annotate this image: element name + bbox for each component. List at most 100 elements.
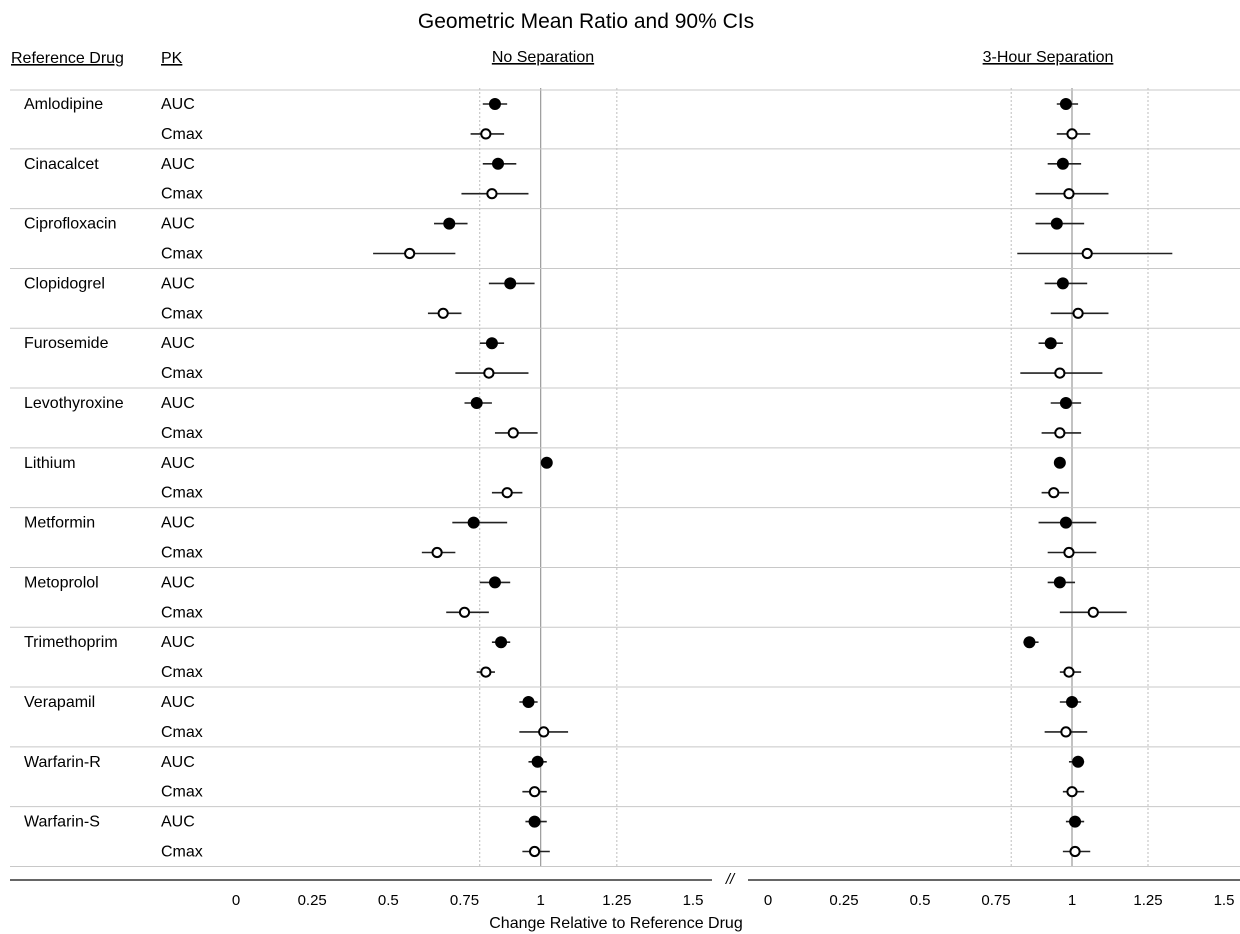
point-cmax — [1063, 188, 1075, 200]
point-auc — [488, 576, 501, 589]
x-axis: // 0 0.25 0.5 0.75 1 1.25 1.5 0 0.25 0.5 0.75 1 1.25 1… — [10, 871, 1240, 909]
pk-label: AUC — [161, 694, 195, 711]
point-auc — [488, 98, 501, 110]
point-auc — [467, 516, 480, 529]
pk-label: AUC — [161, 156, 195, 173]
pk-label: AUC — [161, 754, 195, 771]
point-auc — [495, 636, 508, 649]
pk-label: Cmax — [161, 246, 203, 263]
pk-label: Cmax — [161, 604, 203, 621]
point-auc — [1023, 636, 1036, 649]
point-auc — [1056, 157, 1069, 170]
point-cmax — [1063, 666, 1075, 678]
point-cmax — [480, 666, 492, 678]
point-cmax — [1063, 546, 1075, 559]
point-auc — [1059, 98, 1072, 110]
pk-label: AUC — [161, 395, 195, 412]
pk-label: AUC — [161, 814, 195, 831]
pk-label: AUC — [161, 515, 195, 532]
x-tick-label: 0.25 — [298, 892, 327, 909]
drug-label: Amlodipine — [24, 96, 103, 113]
point-cmax — [1069, 845, 1081, 858]
header-pk: PK — [161, 50, 183, 67]
drug-label: Metformin — [24, 515, 95, 532]
pk-label: AUC — [161, 216, 195, 233]
pk-label: Cmax — [161, 365, 203, 382]
point-cmax — [1066, 128, 1078, 140]
point-auc — [1053, 456, 1066, 469]
x-tick-label: 1.5 — [683, 892, 704, 909]
point-auc — [1059, 516, 1072, 529]
x-tick-label: 0 — [232, 892, 240, 909]
axis-break-mark: // — [725, 871, 736, 888]
point-auc — [504, 277, 517, 290]
point-cmax — [480, 128, 492, 140]
pk-label: Cmax — [161, 186, 203, 203]
pk-label: Cmax — [161, 724, 203, 741]
point-auc — [492, 157, 505, 170]
point-cmax — [1072, 307, 1084, 319]
header-no-separation: No Separation — [492, 49, 594, 66]
point-cmax — [1054, 427, 1066, 439]
point-auc — [1056, 277, 1069, 290]
pk-label: AUC — [161, 634, 195, 651]
pk-label: AUC — [161, 335, 195, 352]
drug-label: Lithium — [24, 455, 76, 472]
point-cmax — [1066, 786, 1078, 798]
point-cmax — [486, 188, 498, 200]
x-tick-label: 0.75 — [450, 892, 479, 909]
drug-label: Metoprolol — [24, 574, 99, 591]
point-cmax — [538, 726, 550, 738]
pk-label: Cmax — [161, 545, 203, 562]
point-cmax — [458, 606, 471, 618]
pk-label: AUC — [161, 574, 195, 591]
pk-label: AUC — [161, 275, 195, 292]
drug-label: Ciprofloxacin — [24, 216, 116, 233]
x-tick-label: 0.75 — [981, 892, 1010, 909]
point-cmax — [528, 786, 541, 798]
point-auc — [528, 815, 541, 828]
point-auc — [540, 456, 553, 469]
point-cmax — [528, 845, 541, 858]
x-tick-label: 1 — [536, 892, 544, 909]
point-auc — [1072, 755, 1085, 768]
x-tick-label: 1.25 — [602, 892, 631, 909]
data-marks — [373, 98, 1173, 858]
row-labels: Amlodipine AUC Cmax Cinacalcet AUC Cmax Ciprof… — [24, 96, 203, 861]
drug-label: Clopidogrel — [24, 275, 105, 292]
x-tick-label: 0.5 — [378, 892, 399, 909]
pk-label: AUC — [161, 455, 195, 472]
drug-label: Warfarin-R — [24, 754, 101, 771]
point-cmax — [431, 546, 443, 559]
point-cmax — [1054, 367, 1066, 379]
x-axis-label: Change Relative to Reference Drug — [489, 915, 742, 932]
point-cmax — [404, 247, 416, 260]
header-reference-drug: Reference Drug — [11, 50, 124, 67]
point-auc — [1044, 337, 1057, 350]
x-tick-label: 0.5 — [910, 892, 931, 909]
drug-label: Cinacalcet — [24, 156, 99, 173]
point-cmax — [507, 427, 519, 439]
drug-label: Trimethoprim — [24, 634, 118, 651]
x-tick-label: 1.25 — [1133, 892, 1162, 909]
grid-layer — [10, 88, 1240, 867]
x-tick-label: 0.25 — [829, 892, 858, 909]
point-cmax — [1081, 247, 1093, 260]
pk-label: Cmax — [161, 784, 203, 801]
pk-label: Cmax — [161, 305, 203, 322]
pk-label: Cmax — [161, 485, 203, 502]
point-auc — [522, 696, 535, 708]
header-3-hour-separation: 3-Hour Separation — [983, 49, 1114, 66]
point-cmax — [1087, 606, 1099, 618]
pk-label: Cmax — [161, 126, 203, 143]
point-cmax — [437, 307, 449, 319]
point-auc — [485, 337, 498, 350]
point-cmax — [1060, 726, 1072, 738]
point-auc — [1069, 815, 1082, 828]
x-tick-label: 1.5 — [1214, 892, 1235, 909]
x-tick-label: 1 — [1068, 892, 1076, 909]
drug-label: Levothyroxine — [24, 395, 124, 412]
x-tick-label: 0 — [764, 892, 772, 909]
point-auc — [443, 217, 456, 230]
